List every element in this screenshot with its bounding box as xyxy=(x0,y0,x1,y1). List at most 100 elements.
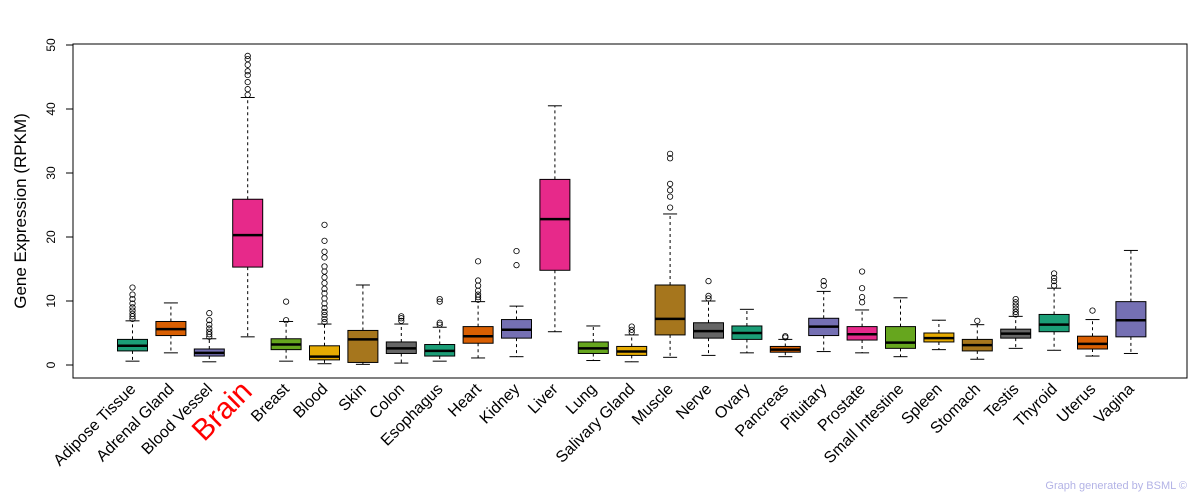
outlier-point xyxy=(474,277,482,284)
outlier-point xyxy=(1012,308,1019,315)
y-tick-label: 20 xyxy=(44,230,58,244)
x-category-label: Kidney xyxy=(477,381,524,428)
outlier-point xyxy=(782,333,789,340)
outlier-point xyxy=(129,304,136,311)
box-stomach xyxy=(961,317,993,360)
outlier-point xyxy=(321,304,328,312)
outlier-point xyxy=(129,291,136,298)
box-adrenal-gland xyxy=(155,302,187,354)
box-pituitary xyxy=(808,278,840,353)
box-thyroid xyxy=(1038,270,1070,351)
box-liver xyxy=(539,105,571,333)
outlier-point xyxy=(244,55,251,63)
outlier-point xyxy=(705,295,712,302)
outlier-point xyxy=(513,247,520,255)
x-category-label: Liver xyxy=(525,380,562,417)
outlier-point xyxy=(321,248,328,255)
outlier-point xyxy=(129,284,136,291)
outlier-point xyxy=(244,61,251,68)
outlier-point xyxy=(321,237,328,244)
y-axis-label: Gene Expression (RPKM) xyxy=(11,113,30,309)
box-brain xyxy=(232,52,264,338)
iqr-box xyxy=(462,326,494,344)
outlier-point xyxy=(244,71,251,79)
outlier-point xyxy=(321,268,328,275)
outlier-point xyxy=(1012,295,1019,303)
box-colon xyxy=(385,313,417,364)
y-tick-label: 40 xyxy=(44,102,58,116)
box-prostate xyxy=(846,268,878,354)
outlier-point xyxy=(1051,282,1058,289)
outlier-point xyxy=(1012,305,1019,312)
outlier-point xyxy=(282,317,290,324)
box-testis xyxy=(1000,295,1032,349)
y-tick-label: 0 xyxy=(44,361,58,368)
outlier-point xyxy=(820,282,827,289)
box-kidney xyxy=(501,247,532,358)
outlier-point xyxy=(705,292,712,299)
outlier-point xyxy=(628,323,635,330)
outlier-point xyxy=(129,295,136,303)
box-salivary-gland xyxy=(616,323,648,363)
outlier-point xyxy=(820,278,827,285)
iqr-box xyxy=(885,326,916,349)
outlier-point xyxy=(321,290,328,297)
x-category-label: Breast xyxy=(248,380,293,425)
outlier-point xyxy=(474,287,482,294)
y-axis: 0 10 20 30 40 50 xyxy=(44,38,74,368)
outlier-point xyxy=(321,263,328,270)
x-category-label: Blood xyxy=(290,381,331,422)
iqr-box xyxy=(654,284,686,336)
outlier-point xyxy=(1012,302,1019,309)
outlier-point xyxy=(206,325,213,332)
box-blood-vessel xyxy=(193,310,225,363)
outlier-point xyxy=(858,294,866,301)
x-category-label: Nerve xyxy=(673,381,715,423)
outlier-point xyxy=(206,317,213,324)
outlier-point xyxy=(474,258,482,265)
outlier-point xyxy=(666,204,674,211)
outlier-point xyxy=(321,274,328,281)
x-category-label: Thyroid xyxy=(1011,381,1061,431)
footer-credit: Graph generated by BSML © xyxy=(1045,480,1187,492)
outlier-point xyxy=(244,91,251,99)
outlier-point xyxy=(628,326,635,333)
box-uterus xyxy=(1077,307,1108,357)
box-series xyxy=(117,52,1147,365)
outlier-point xyxy=(398,317,405,324)
box-blood xyxy=(309,221,340,365)
outlier-point xyxy=(206,328,213,335)
outlier-point xyxy=(321,319,328,326)
outlier-point xyxy=(436,319,443,326)
box-pancreas xyxy=(769,333,801,358)
outlier-point xyxy=(436,321,443,328)
outlier-point xyxy=(705,278,712,285)
box-breast xyxy=(270,298,302,362)
outlier-point xyxy=(321,254,328,261)
iqr-box xyxy=(1077,335,1108,350)
outlier-point xyxy=(206,321,213,328)
box-small-intestine xyxy=(885,297,916,358)
outlier-point xyxy=(244,86,251,93)
y-tick-label: 50 xyxy=(44,38,58,52)
outlier-point xyxy=(474,291,482,298)
iqr-box xyxy=(1038,313,1070,333)
outlier-point xyxy=(244,79,251,86)
outlier-point xyxy=(474,282,482,289)
outlier-point xyxy=(398,315,405,322)
box-lung xyxy=(577,325,609,362)
outlier-point xyxy=(1051,274,1058,282)
outlier-point xyxy=(1012,299,1019,306)
iqr-box xyxy=(232,198,264,268)
outlier-point xyxy=(436,295,443,303)
box-esophagus xyxy=(424,295,456,362)
box-spleen xyxy=(923,319,955,351)
outlier-point xyxy=(666,155,674,162)
outlier-point xyxy=(436,298,443,305)
outlier-point xyxy=(858,299,866,306)
outlier-point xyxy=(474,294,482,301)
outlier-point xyxy=(321,295,328,302)
outlier-point xyxy=(974,317,981,324)
